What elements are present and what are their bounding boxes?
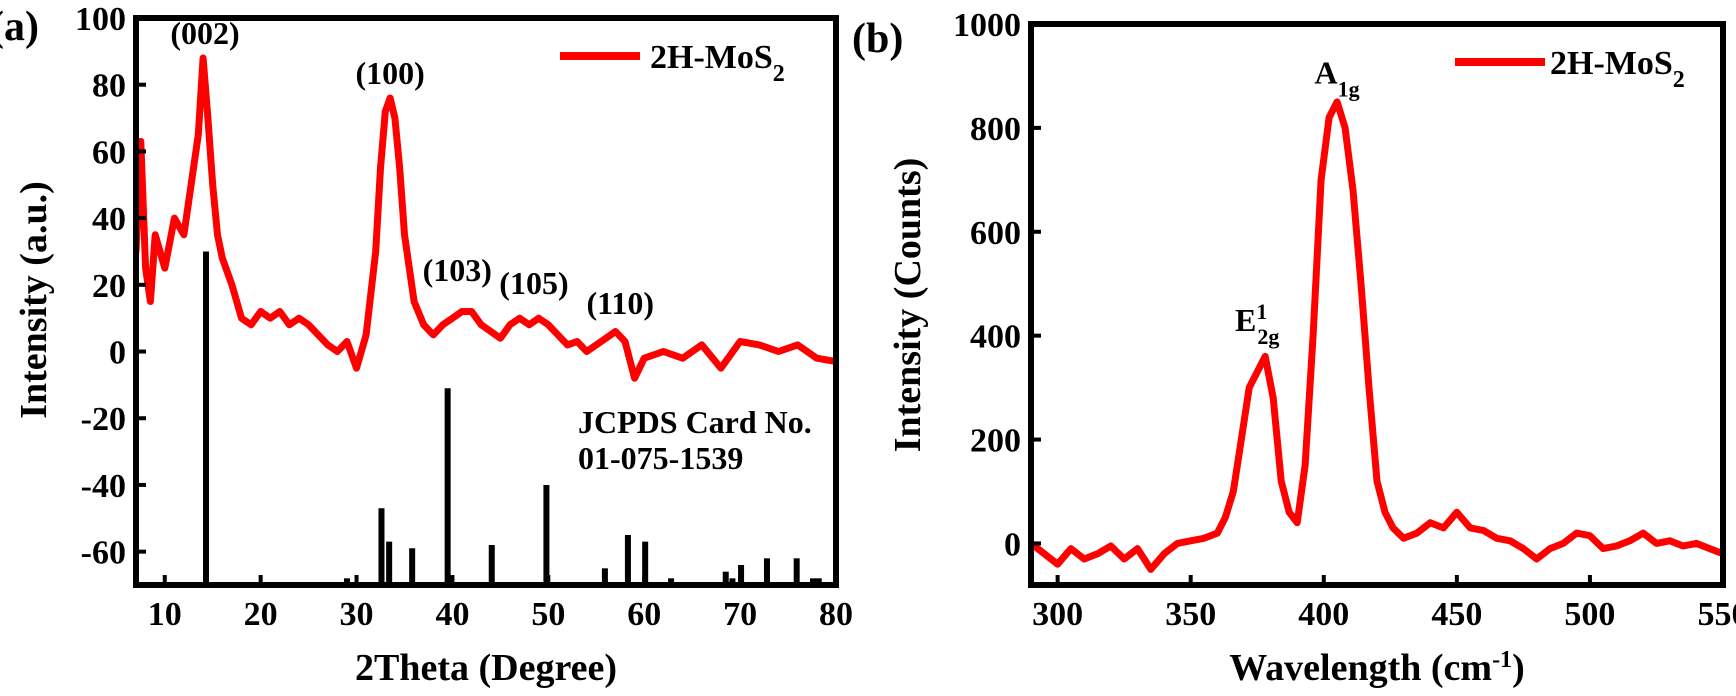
jcpds-label-line2: 01-075-1539 <box>578 440 743 476</box>
x-tick-label: 40 <box>435 596 469 633</box>
panel-label-a: (a) <box>0 4 39 50</box>
plot-frame-a <box>133 15 839 588</box>
y-tick-label: 400 <box>970 319 1021 356</box>
y-tick-label: 40 <box>92 201 126 238</box>
x-tick-label: 550 <box>1698 596 1736 633</box>
y-tick-label: 800 <box>970 111 1021 148</box>
series-lines-a <box>136 54 836 382</box>
x-ticks-b: 300 350 400 450 500 550 <box>1032 575 1736 633</box>
peak-label-e12g: E1 2g <box>1235 298 1279 348</box>
y-tick-label: -40 <box>81 468 126 505</box>
legend-a: 2H-MoS2 <box>560 39 785 87</box>
jcpds-label-line1: JCPDS Card No. <box>578 404 812 440</box>
y-tick-label: 20 <box>92 268 126 305</box>
x-axis-title-a: 2Theta (Degree) <box>355 647 617 689</box>
y-tick-label: 100 <box>75 1 126 38</box>
legend-label-a: 2H-MoS2 <box>650 39 785 87</box>
x-tick-label: 60 <box>627 596 661 633</box>
y-tick-label: 0 <box>1004 526 1021 563</box>
peak-labels-a: (002) (100) (103) (105) (110) <box>170 15 654 321</box>
y-ticks-b: 0 200 400 600 800 1000 <box>953 7 1041 563</box>
y-tick-label: 600 <box>970 215 1021 252</box>
y-axis-title-a: Intensity (a.u.) <box>13 181 55 419</box>
series-lines-b <box>1031 98 1723 573</box>
y-tick-label: 0 <box>109 335 126 372</box>
chart-b: (b) 300 350 400 450 500 550 0 200 400 600 800 1000… <box>852 7 1736 689</box>
peak-label: (105) <box>499 265 568 301</box>
x-tick-label: 80 <box>819 596 853 633</box>
x-axis-title-b: Wavelength (cm-1) <box>1229 647 1524 689</box>
x-tick-label: 500 <box>1564 596 1615 633</box>
x-tick-label: 10 <box>148 596 182 633</box>
x-tick-label: 450 <box>1431 596 1482 633</box>
peak-label-a1g: A1g <box>1315 55 1360 102</box>
y-tick-label: -60 <box>81 535 126 572</box>
series-line <box>1031 98 1723 573</box>
peak-label: (110) <box>586 285 654 321</box>
y-axis-title-b: Intensity (Counts) <box>887 158 929 453</box>
peak-label: (002) <box>170 15 239 51</box>
y-tick-label: 60 <box>92 134 126 171</box>
x-tick-label: 20 <box>244 596 278 633</box>
y-ticks-a: -60 -40 -20 0 20 40 60 80 100 <box>75 1 146 572</box>
legend-label-b: 2H-MoS2 <box>1550 45 1685 93</box>
panel-label-b: (b) <box>852 16 903 62</box>
x-tick-label: 70 <box>723 596 757 633</box>
legend-b: 2H-MoS2 <box>1455 45 1685 93</box>
x-tick-label: 30 <box>340 596 374 633</box>
x-ticks-a: 10 20 30 40 50 60 70 80 <box>148 575 853 633</box>
peak-label: (103) <box>423 252 492 288</box>
peak-label: (100) <box>355 55 424 91</box>
plot-frame-b <box>1028 21 1726 588</box>
x-tick-label: 300 <box>1032 596 1083 633</box>
x-tick-label: 350 <box>1165 596 1216 633</box>
x-tick-label: 50 <box>531 596 565 633</box>
series-line <box>136 54 836 382</box>
y-tick-label: 80 <box>92 68 126 105</box>
y-tick-label: 1000 <box>953 7 1021 44</box>
y-tick-label: -20 <box>81 401 126 438</box>
x-tick-label: 400 <box>1298 596 1349 633</box>
y-tick-label: 200 <box>970 423 1021 460</box>
